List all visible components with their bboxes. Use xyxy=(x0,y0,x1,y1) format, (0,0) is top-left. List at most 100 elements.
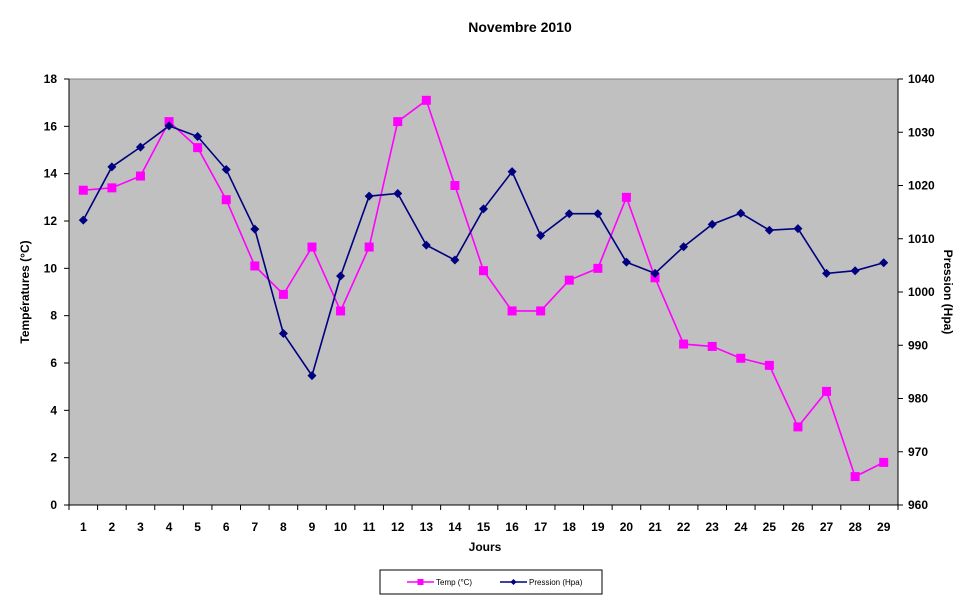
x-tick-label: 13 xyxy=(420,520,434,534)
x-tick-label: 29 xyxy=(877,520,891,534)
series-layer xyxy=(78,95,889,482)
legend-item-pression: Pression (Hpa) xyxy=(500,578,583,587)
data-point-temp xyxy=(250,261,260,271)
data-point-pression xyxy=(850,266,860,276)
data-point-temp xyxy=(536,306,546,316)
data-point-temp xyxy=(278,289,288,299)
left-axis-ticks: 0 2 4 6 8 10 12 14 16 18 xyxy=(44,72,69,512)
plot-area xyxy=(68,78,899,506)
data-point-pression xyxy=(107,162,117,172)
data-point-pression xyxy=(707,219,717,229)
x-tick-label: 2 xyxy=(109,520,116,534)
data-point-pression xyxy=(621,257,631,267)
x-axis-title: Jours xyxy=(469,540,502,554)
data-point-temp xyxy=(307,242,317,252)
data-point-temp xyxy=(193,143,203,153)
chart-title: Novembre 2010 xyxy=(468,19,572,35)
data-point-pression xyxy=(764,225,774,235)
y2-tick-label: 960 xyxy=(908,498,928,512)
x-tick-label: 11 xyxy=(363,520,376,534)
data-point-pression xyxy=(536,231,546,241)
x-tick-label: 21 xyxy=(648,520,662,534)
data-point-pression xyxy=(450,255,460,265)
y2-tick-label: 980 xyxy=(908,392,928,406)
x-tick-label: 26 xyxy=(791,520,805,534)
x-tick-label: 25 xyxy=(763,520,777,534)
y2-axis-title: Pression (Hpa) xyxy=(941,250,955,335)
data-point-temp xyxy=(764,360,774,370)
x-tick-label: 8 xyxy=(280,520,287,534)
data-point-pression xyxy=(679,242,689,252)
data-point-temp xyxy=(822,386,832,396)
x-tick-label: 5 xyxy=(194,520,201,534)
data-point-temp xyxy=(364,242,374,252)
data-point-temp xyxy=(564,275,574,285)
data-point-pression xyxy=(336,271,346,281)
x-tick-label: 6 xyxy=(223,520,230,534)
data-point-temp xyxy=(707,341,717,351)
data-point-pression xyxy=(193,132,203,142)
data-point-temp xyxy=(78,185,88,195)
data-point-temp xyxy=(679,339,689,349)
y2-tick-label: 1020 xyxy=(908,179,935,193)
x-tick-label: 19 xyxy=(591,520,605,534)
legend-item-temp: Temp (°C) xyxy=(407,578,472,587)
y2-tick-label: 1030 xyxy=(908,125,935,139)
legend-swatch-marker xyxy=(510,579,517,585)
data-point-temp xyxy=(621,192,631,202)
data-point-pression xyxy=(564,209,574,219)
data-point-temp xyxy=(879,457,889,467)
y-tick-label: 12 xyxy=(44,214,58,228)
y-tick-label: 2 xyxy=(50,451,57,465)
data-point-temp xyxy=(135,171,145,181)
y-tick-label: 4 xyxy=(50,403,57,417)
data-point-pression xyxy=(164,121,174,131)
y-tick-label: 10 xyxy=(44,261,58,275)
right-axis-ticks: 960 970 980 990 1000 1010 1020 1030 1040 xyxy=(898,72,935,512)
y2-tick-label: 1010 xyxy=(908,232,935,246)
data-point-temp xyxy=(507,306,517,316)
x-tick-label: 1 xyxy=(80,520,87,534)
y2-tick-label: 1000 xyxy=(908,285,935,299)
data-point-temp xyxy=(393,117,403,127)
x-tick-label: 23 xyxy=(706,520,720,534)
x-tick-label: 22 xyxy=(677,520,691,534)
data-point-pression xyxy=(393,188,403,198)
data-point-pression xyxy=(307,371,317,381)
data-point-pression xyxy=(650,268,660,278)
legend-label: Pression (Hpa) xyxy=(529,578,583,587)
data-point-temp xyxy=(450,181,460,190)
data-point-pression xyxy=(78,215,88,225)
y-tick-label: 0 xyxy=(50,498,57,512)
data-point-pression xyxy=(278,329,288,339)
legend: Temp (°C) Pression (Hpa) xyxy=(379,569,603,595)
legend-label: Temp (°C) xyxy=(436,578,472,587)
y-axis-title: Températures (°C) xyxy=(18,240,32,343)
data-point-pression xyxy=(793,224,803,234)
y-tick-label: 8 xyxy=(50,309,57,323)
legend-swatch-marker xyxy=(417,579,424,585)
data-point-pression xyxy=(250,224,260,234)
y-tick-label: 16 xyxy=(44,119,58,133)
y2-tick-label: 990 xyxy=(908,338,928,352)
legend-items: Temp (°C) Pression (Hpa) xyxy=(407,578,583,587)
data-point-pression xyxy=(879,258,889,268)
data-point-pression xyxy=(822,268,832,278)
x-tick-label: 4 xyxy=(166,520,173,534)
x-axis-ticks: 1 2 3 4 5 6 7 8 9 10 11 12 13 14 15 16 17 18 19 20 21 22 23 24 2… xyxy=(68,505,899,534)
data-point-temp xyxy=(221,195,231,205)
y-tick-label: 14 xyxy=(44,167,58,181)
x-tick-label: 14 xyxy=(448,520,462,534)
data-point-pression xyxy=(479,204,488,214)
data-point-temp xyxy=(736,353,746,363)
x-tick-label: 18 xyxy=(563,520,577,534)
data-point-temp xyxy=(850,472,860,482)
data-point-pression xyxy=(221,165,231,175)
y-tick-label: 18 xyxy=(44,72,58,86)
x-tick-label: 24 xyxy=(734,520,748,534)
y-tick-label: 6 xyxy=(50,356,57,370)
data-point-pression xyxy=(507,167,517,177)
x-tick-label: 10 xyxy=(334,520,348,534)
data-point-pression xyxy=(736,208,746,218)
